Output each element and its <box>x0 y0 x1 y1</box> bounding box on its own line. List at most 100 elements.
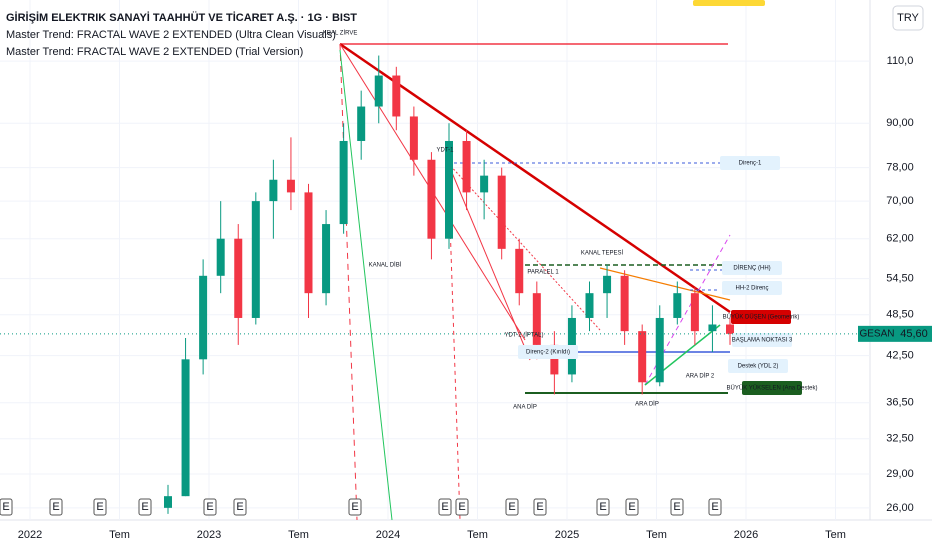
event-marker[interactable]: E <box>233 498 247 516</box>
currency-box[interactable] <box>892 5 924 31</box>
stars <box>693 0 765 6</box>
y-tick-label: 70,00 <box>886 195 914 207</box>
trend-line <box>339 43 358 521</box>
candle-body <box>339 140 348 225</box>
candle-body <box>409 116 418 160</box>
price-tag <box>896 325 932 342</box>
event-box <box>455 498 469 516</box>
y-tick-label: 42,50 <box>886 350 914 362</box>
x-tick-label: Tem <box>288 529 309 541</box>
candle-body <box>392 75 401 117</box>
event-text: E <box>141 501 148 513</box>
x-tick-label: Tem <box>646 529 667 541</box>
candle-body <box>181 359 190 497</box>
candle-body <box>286 179 295 193</box>
candle-body <box>251 201 260 318</box>
event-text: E <box>673 501 680 513</box>
candle-body <box>322 224 331 294</box>
event-box <box>0 498 13 516</box>
event-marker[interactable]: E <box>203 498 217 516</box>
event-text: E <box>206 501 213 513</box>
event-marker[interactable]: E <box>348 498 362 516</box>
candle-body <box>374 75 383 107</box>
chart-title: GİRİŞİM ELEKTRIK SANAYİ TAAHHÜT VE TİCAR… <box>6 11 357 24</box>
event-marker[interactable]: E <box>138 498 152 516</box>
x-tick-label: Tem <box>467 529 488 541</box>
grid <box>0 0 870 520</box>
event-box <box>233 498 247 516</box>
annotation-box <box>728 359 788 373</box>
event-marker[interactable]: E <box>533 498 547 516</box>
y-tick-label: 62,00 <box>886 233 914 245</box>
event-box <box>49 498 63 516</box>
candle-body <box>357 106 366 141</box>
annotation-box <box>518 345 578 359</box>
event-box <box>625 498 639 516</box>
event-marker[interactable]: E <box>708 498 722 516</box>
event-box <box>138 498 152 516</box>
y-tick-label: 110,0 <box>887 55 914 67</box>
annotation-box <box>742 381 802 395</box>
candle-body <box>480 175 489 193</box>
candle-body <box>603 275 612 294</box>
event-box <box>505 498 519 516</box>
event-box <box>670 498 684 516</box>
annotation-box <box>731 310 791 324</box>
candle-body <box>304 192 313 294</box>
candle-body <box>726 324 734 334</box>
event-marker[interactable]: E <box>49 498 63 516</box>
trend-line <box>339 42 731 314</box>
annotation-box <box>732 333 792 347</box>
event-marker[interactable]: E <box>670 498 684 516</box>
candle-body <box>269 179 278 202</box>
candle-body <box>655 317 664 383</box>
y-tick-label: 54,50 <box>886 273 914 285</box>
candle-body <box>708 324 717 332</box>
annotation: Direnç-2 (Kırıldı) <box>526 350 570 356</box>
annotation: BÜYÜK DÜŞEN (Geometrik) <box>723 314 800 321</box>
event-text: E <box>236 501 243 513</box>
event-text: E <box>599 501 606 513</box>
annotation: YDT-2 (İPTAL) <box>505 332 544 339</box>
event-box <box>93 498 107 516</box>
annotation-box <box>722 281 782 295</box>
event-marker[interactable]: E <box>93 498 107 516</box>
symbol-label: GESAN <box>859 328 894 339</box>
event-marker[interactable]: E <box>455 498 469 516</box>
candles <box>164 55 734 514</box>
x-tick-label: Tem <box>825 529 846 541</box>
candle-body <box>585 293 594 318</box>
annotation: ARA DİP <box>635 401 659 408</box>
y-tick-label: 78,00 <box>886 162 914 174</box>
annotation: PARALEL 1 <box>527 270 559 276</box>
candle-body <box>690 293 699 332</box>
annotation: KRAL ZİRVE <box>323 30 358 37</box>
event-marker[interactable]: E <box>596 498 610 516</box>
event-box <box>533 498 547 516</box>
candle-body <box>638 331 647 383</box>
x-tick-label: 2026 <box>734 529 758 541</box>
currency[interactable]: TRY <box>897 12 919 24</box>
x-tick-label: Tem <box>109 529 130 541</box>
annotation: YDT-1 <box>436 148 454 154</box>
event-text: E <box>52 501 59 513</box>
event-marker[interactable]: E <box>438 498 452 516</box>
event-text: E <box>458 501 465 513</box>
trend-line <box>447 162 601 331</box>
candle-body <box>427 159 436 239</box>
event-box <box>708 498 722 516</box>
event-text: E <box>96 501 103 513</box>
candle-body <box>199 275 208 360</box>
event-text: E <box>628 501 635 513</box>
y-tick-label: 32,50 <box>886 433 914 445</box>
trend-line <box>447 162 531 361</box>
event-text: E <box>536 501 543 513</box>
event-marker[interactable]: E <box>505 498 519 516</box>
event-marker[interactable]: E <box>625 498 639 516</box>
candle-body <box>445 140 453 239</box>
annotation: BAŞLAMA NOKTASI 3 <box>732 338 793 344</box>
candle-body <box>515 248 524 294</box>
event-marker[interactable]: E <box>0 498 13 516</box>
